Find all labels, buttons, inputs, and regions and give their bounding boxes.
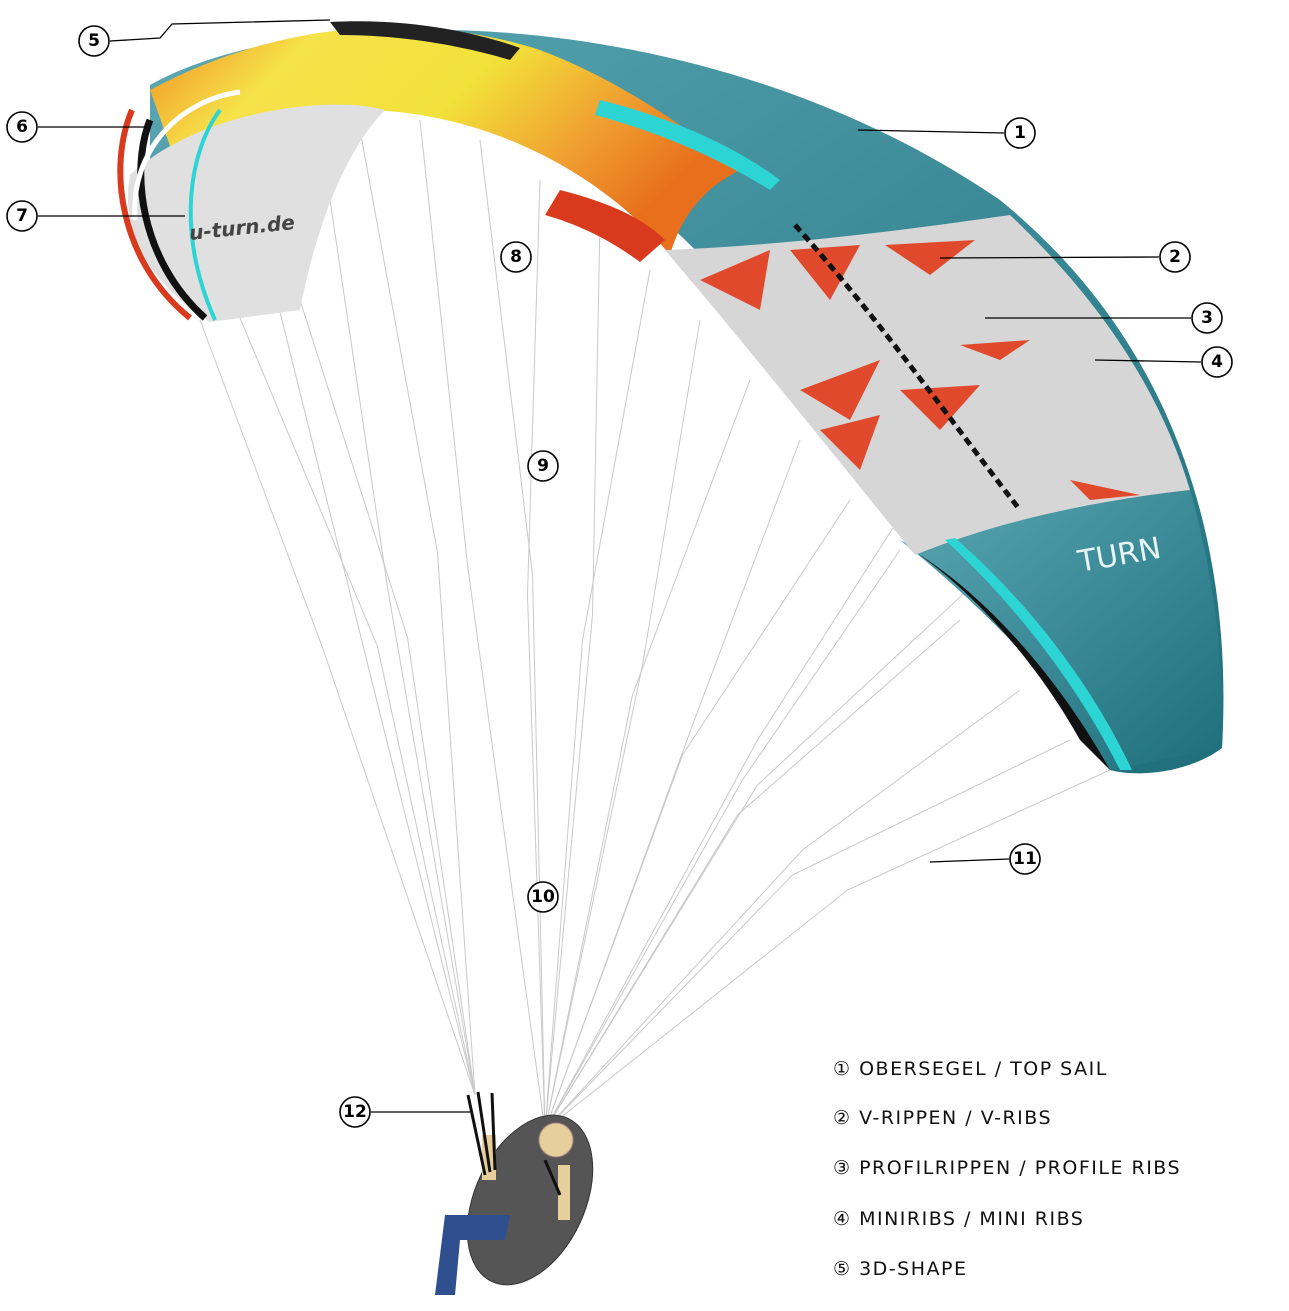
legend-entry: ② V-RIPPEN / V-RIBS [833, 1107, 1052, 1129]
suspension-line [240, 318, 475, 1095]
suspension-line [360, 130, 475, 1095]
suspension-line [545, 470, 930, 1130]
suspension-line [545, 380, 750, 1130]
suspension-line [545, 320, 700, 1130]
wing: u-turn.de TURN [120, 21, 1223, 773]
callout-number: 10 [531, 887, 555, 907]
callout-number: 12 [343, 1102, 367, 1122]
suspension-line [545, 270, 650, 1130]
suspension-line [545, 620, 960, 1130]
callout-number: 5 [88, 31, 100, 51]
callout-number: 1 [1014, 123, 1026, 143]
leader-line [930, 859, 1009, 862]
callout-number: 3 [1201, 308, 1213, 328]
suspension-line [200, 320, 475, 1095]
paraglider-diagram: u-turn.de TURN 123456789101112 ① OBERSEG… [0, 0, 1289, 1311]
suspension-line [280, 312, 475, 1095]
legend-entry: ① OBERSEGEL / TOP SAIL [833, 1058, 1108, 1080]
legend-entry: ⑤ 3D-SHAPE [833, 1258, 967, 1280]
callout-number: 11 [1013, 849, 1037, 869]
suspension-line [545, 560, 1000, 1130]
legend: ① OBERSEGEL / TOP SAIL ② V-RIPPEN / V-RI… [833, 1058, 1181, 1280]
callout-number: 9 [537, 456, 549, 476]
pilot [435, 1092, 618, 1305]
callout-number: 8 [510, 247, 522, 267]
legend-entry: ③ PROFILRIPPEN / PROFILE RIBS [833, 1157, 1181, 1179]
callout-number: 2 [1169, 247, 1181, 267]
suspension-line [528, 180, 546, 1130]
suspension-line [330, 200, 475, 1095]
callout-number: 7 [16, 206, 28, 226]
callout-number: 6 [16, 117, 28, 137]
callout-number: 4 [1211, 352, 1223, 372]
legend-entry: ④ MINIRIBS / MINI RIBS [833, 1208, 1084, 1230]
suspension-line [420, 120, 545, 1130]
suspension-line [480, 140, 545, 1130]
